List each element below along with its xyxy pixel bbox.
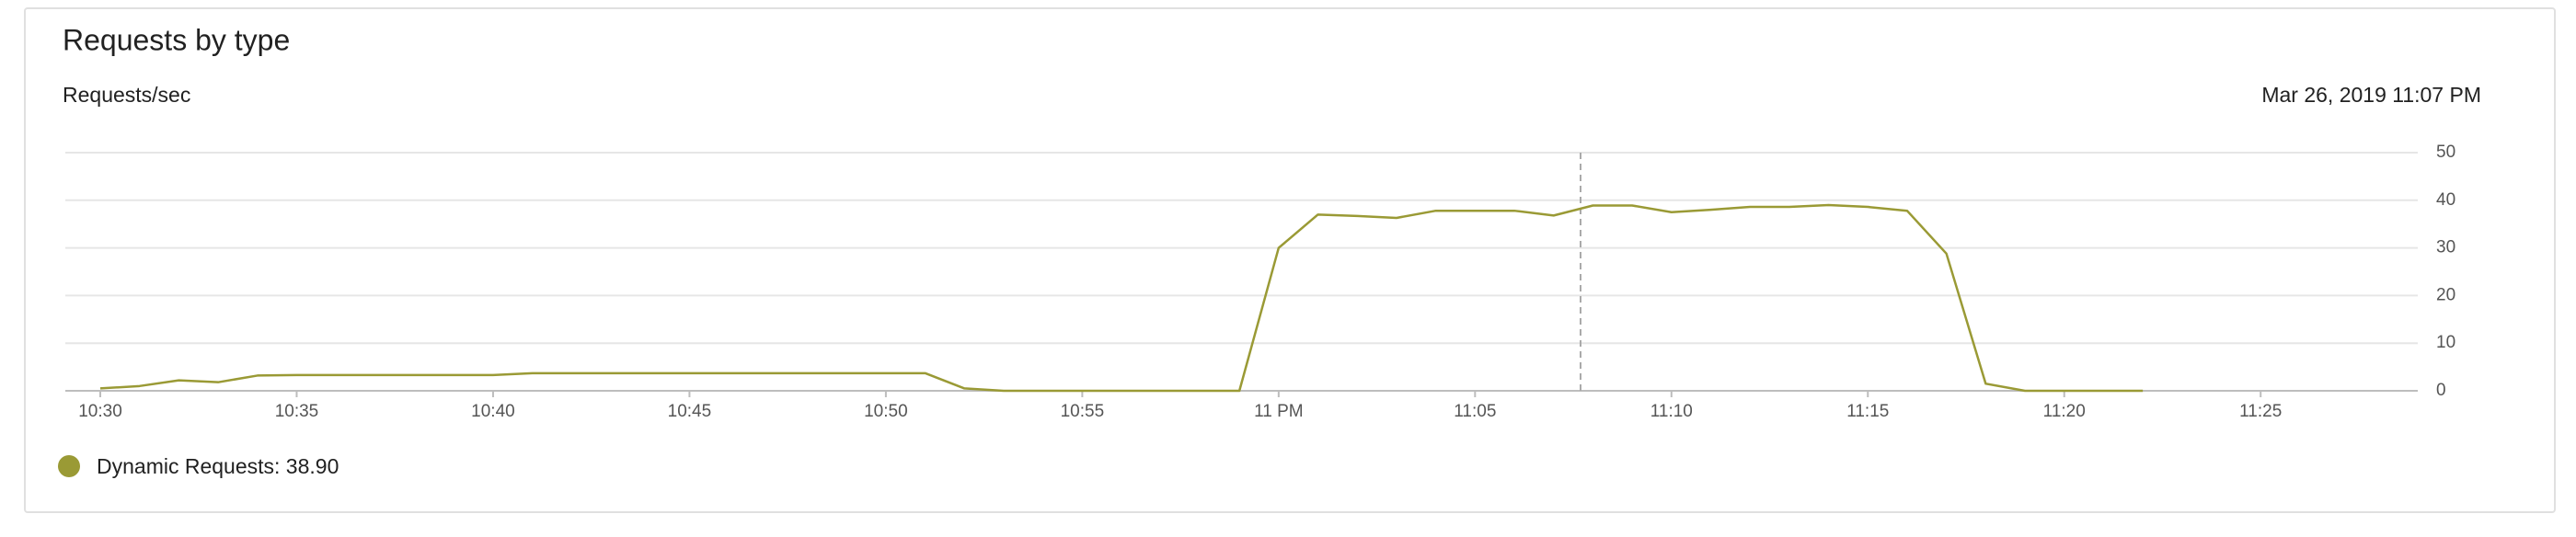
y-tick-label: 10 bbox=[2436, 333, 2455, 352]
x-tick-label: 11:25 bbox=[2239, 402, 2282, 421]
y-tick-label: 30 bbox=[2436, 238, 2455, 257]
x-tick-label: 11:15 bbox=[1846, 402, 1889, 421]
timestamp: Mar 26, 2019 11:07 PM bbox=[2261, 83, 2481, 107]
card bbox=[24, 7, 2556, 513]
y-tick-label: 0 bbox=[2436, 381, 2446, 400]
x-tick-label: 11 PM bbox=[1254, 402, 1304, 421]
legend-label: Dynamic Requests: 38.90 bbox=[97, 454, 339, 478]
legend-marker bbox=[58, 455, 80, 477]
chart-title: Requests by type bbox=[63, 23, 290, 56]
y-axis-label: Requests/sec bbox=[63, 83, 190, 107]
x-tick-label: 11:10 bbox=[1650, 402, 1693, 421]
x-tick-label: 10:35 bbox=[275, 402, 319, 421]
x-tick-label: 11:05 bbox=[1454, 402, 1496, 421]
x-tick-label: 10:30 bbox=[78, 402, 122, 421]
y-tick-label: 50 bbox=[2436, 143, 2455, 162]
x-tick-label: 10:50 bbox=[864, 402, 908, 421]
x-tick-label: 10:45 bbox=[668, 402, 712, 421]
x-tick-label: 11:20 bbox=[2043, 402, 2086, 421]
x-tick-label: 10:55 bbox=[1061, 402, 1105, 421]
y-tick-label: 20 bbox=[2436, 285, 2455, 304]
data-line bbox=[99, 203, 2144, 393]
x-tick-label: 10:40 bbox=[471, 402, 515, 421]
y-tick-label: 40 bbox=[2436, 190, 2455, 210]
